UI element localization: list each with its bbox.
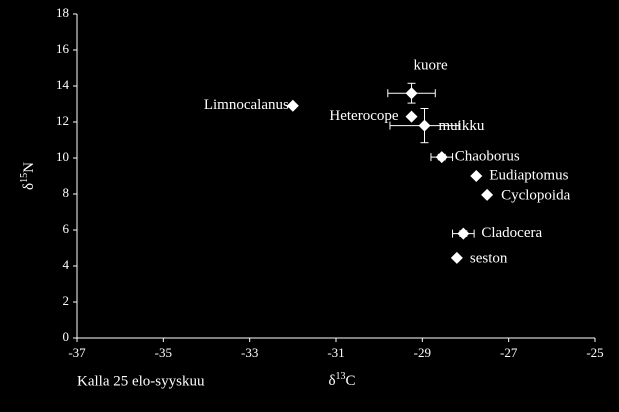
point-label: Heterocope [329,108,398,124]
y-tick-label: 2 [63,293,70,308]
point [457,227,470,240]
x-label-sup: 13 [336,371,346,382]
y-tick-label: 0 [63,329,70,344]
x-tick-label: -25 [586,345,603,360]
x-tick-label: -29 [414,345,431,360]
point [470,170,483,182]
x-tick-label: -37 [68,345,86,360]
point-label: Chaoborus [455,149,520,165]
x-tick-label: -27 [500,345,518,360]
point-label: Cladocera [481,225,542,241]
point [405,110,418,123]
point [450,251,463,264]
x-tick-label: -33 [241,345,258,360]
point-label: Cyclopoida [501,187,570,203]
point-label: Eudiaptomus [489,167,568,183]
y-tick-label: 6 [63,221,70,236]
point-label: kuore [413,58,447,74]
y-tick-label: 8 [63,185,70,200]
y-axis-label: δ15N [19,162,37,190]
y-tick-label: 10 [56,149,69,164]
point-label: seston [470,250,508,266]
point [418,119,431,132]
y-label-sup: 15 [19,173,30,183]
y-label-part: N [21,162,37,173]
x-axis-label: δ13C [328,371,355,389]
x-tick-label: -35 [155,345,172,360]
x-label-part: C [346,373,356,389]
y-tick-label: 4 [63,257,70,272]
x-tick-label: -31 [327,345,344,360]
y-label-part: δ [21,183,37,190]
point [405,87,418,100]
y-tick-label: 14 [56,77,70,92]
point [286,99,299,112]
point-label: Limnocalanus [204,97,289,113]
y-tick-label: 16 [56,41,70,56]
y-tick-label: 12 [56,113,69,128]
point [435,151,448,164]
point-label: muikku [438,118,484,134]
x-label-part: δ [328,373,335,389]
annotation: Kalla 25 elo-syyskuu [77,373,205,389]
point [481,188,494,201]
y-tick-label: 18 [56,5,69,20]
